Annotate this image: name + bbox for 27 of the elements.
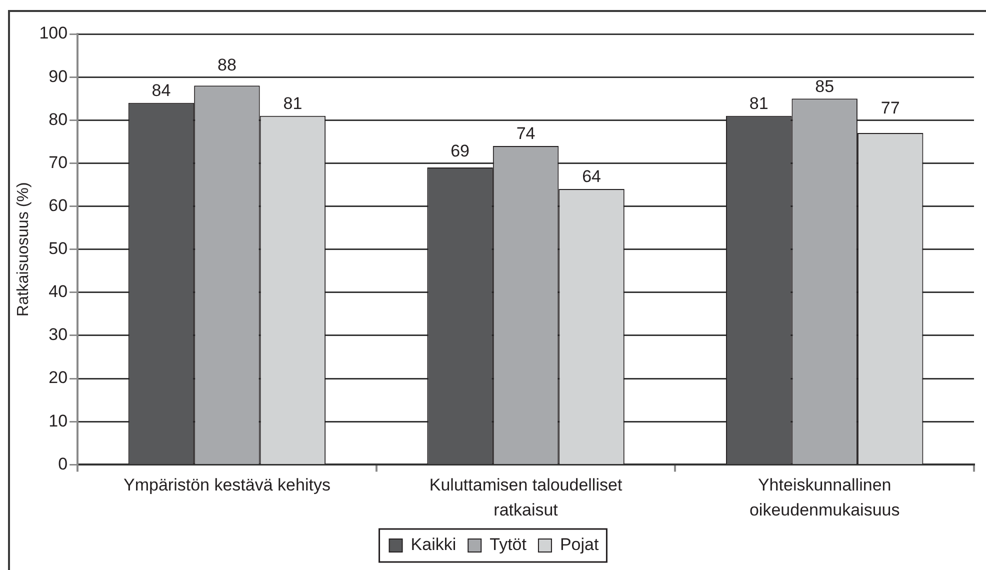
data-label: 64 [582,167,601,186]
data-label: 81 [283,94,302,114]
data-label: 74 [516,124,536,144]
x-tick-label: Ympäristön kestävä kehitys [124,476,330,495]
y-tick-label: 90 [48,66,68,86]
data-label: 84 [152,81,171,100]
data-label: 69 [450,141,470,160]
y-axis-title: Ratkaisuosuus (%) [15,182,32,316]
y-tick-label: 70 [48,152,68,172]
data-label: 81 [749,94,768,114]
data-label: 88 [218,55,236,74]
data-label: 85 [815,76,834,96]
y-tick-label: 100 [39,24,68,43]
x-tick-label: Yhteiskunnallinen oikeudenmukaisuus [749,476,900,520]
y-tick-label: 30 [48,325,68,344]
legend-label: Pojat [560,535,599,554]
x-tick-label: Kuluttamisen taloudelliset ratkaisut [429,476,622,520]
legend-label: Tytöt [490,535,527,554]
y-tick-label: 40 [48,282,68,302]
legend-label: Kaikki [410,535,456,554]
y-tick-label: 20 [48,368,68,388]
y-tick-label: 80 [48,110,68,129]
y-tick-label: 10 [48,411,68,430]
y-tick-label: 60 [48,196,68,215]
y-tick-label: 0 [58,454,68,474]
y-tick-label: 50 [48,239,68,258]
data-label: 77 [880,98,900,118]
